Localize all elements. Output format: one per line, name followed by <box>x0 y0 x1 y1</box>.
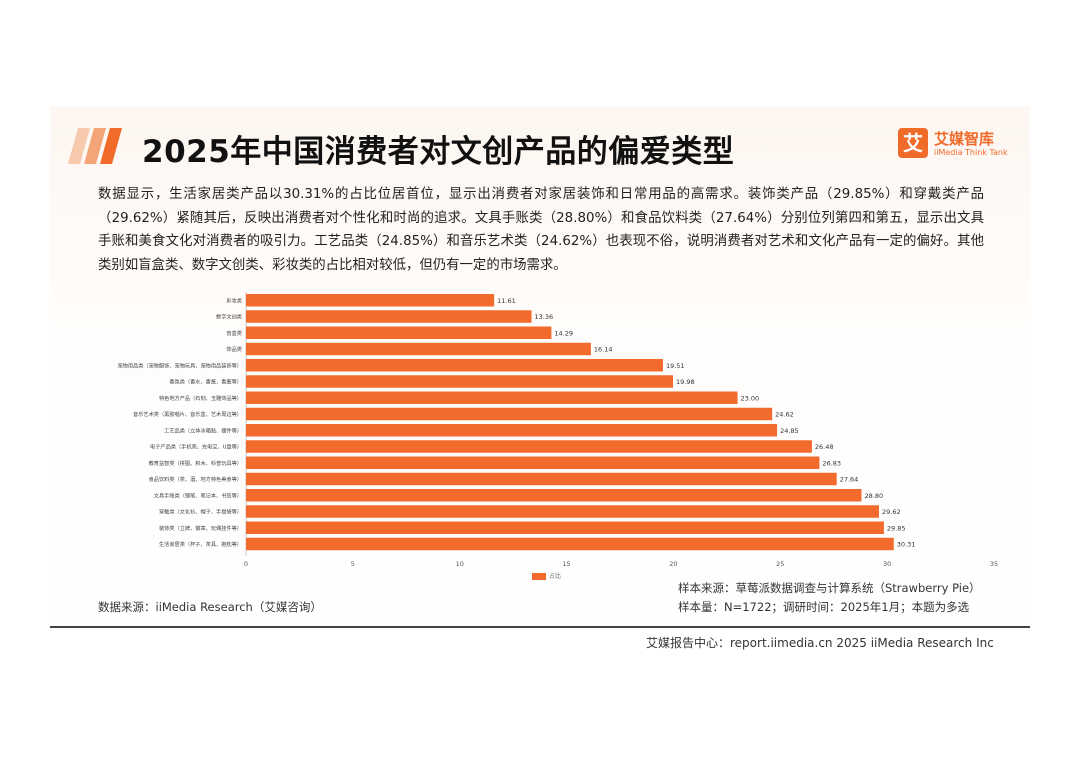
bar <box>246 440 812 453</box>
bar <box>246 310 532 323</box>
bar <box>246 326 552 339</box>
value-label: 23.00 <box>741 394 760 402</box>
category-label: 香氛类（香水、香薰、香薰等） <box>169 378 242 386</box>
value-label: 13.36 <box>535 313 554 321</box>
legend-swatch <box>532 573 546 580</box>
bar <box>246 407 773 421</box>
x-tick-label: 0 <box>244 560 248 568</box>
x-tick-label: 25 <box>776 560 784 568</box>
title-slash-icon <box>68 128 122 164</box>
value-label: 11.61 <box>497 297 516 305</box>
category-label: 特色地方产品（石刻、玉雕饰品等） <box>159 394 242 402</box>
data-source: 数据来源：iiMedia Research（艾媒咨询） <box>98 600 322 614</box>
bar <box>246 472 837 486</box>
value-label: 14.29 <box>554 329 573 337</box>
x-tick-label: 10 <box>456 560 464 568</box>
bar <box>246 489 862 502</box>
footer-divider <box>50 626 1030 628</box>
bar <box>246 391 738 404</box>
category-label: 饰品类 <box>226 345 242 353</box>
category-label: 数字文创类 <box>216 313 242 321</box>
logo-mark-icon: 艾 <box>898 128 928 158</box>
category-label: 穿戴类（文化衫、帽子、手提袋等） <box>159 508 242 516</box>
x-tick-label: 20 <box>669 560 677 568</box>
value-label: 26.48 <box>815 443 834 451</box>
sample-source: 样本来源：草莓派数据调查与计算系统（Strawberry Pie） <box>678 581 981 595</box>
category-label: 教育益智类（拼图、积木、科普玩具等） <box>149 459 242 467</box>
value-label: 24.85 <box>780 427 799 435</box>
value-label: 28.80 <box>864 492 883 500</box>
category-label: 工艺品类（立体冰箱贴、摆件等） <box>164 426 242 434</box>
value-label: 16.14 <box>594 346 613 354</box>
value-label: 29.62 <box>882 508 901 516</box>
bar <box>246 521 884 534</box>
category-label: 彩妆类 <box>226 296 242 304</box>
category-label: 宠物用品类（宠物服饰、宠物玩具、宠物用品装饰等） <box>117 361 242 369</box>
value-label: 24.62 <box>775 411 794 419</box>
x-tick-label: 35 <box>990 560 998 568</box>
bar <box>246 505 880 518</box>
bar <box>246 424 778 437</box>
category-label: 装饰类（立牌、徽章、玩偶挂件等） <box>159 524 242 532</box>
category-label: 音乐艺术类（黑胶唱片、音乐盒、艺术周边等） <box>133 410 242 418</box>
x-tick-label: 30 <box>883 560 891 568</box>
bar <box>246 537 894 551</box>
category-label: 生活家居类（杯子、茶具、抱枕等） <box>159 540 242 548</box>
x-tick-label: 5 <box>351 560 355 568</box>
category-label: 盲盒类 <box>226 329 242 337</box>
category-label: 文具手账类（钢笔、笔记本、书签等） <box>154 491 242 499</box>
sample-info: 样本量：N=1722；调研时间：2025年1月；本题为多选 <box>678 600 970 614</box>
logo-name-en: iiMedia Think Tank <box>934 148 1008 157</box>
value-label: 30.31 <box>897 541 916 549</box>
brand-logo: 艾 艾媒智库 iiMedia Think Tank <box>898 128 1008 162</box>
logo-name-cn: 艾媒智库 <box>934 130 995 148</box>
value-label: 26.83 <box>822 459 841 467</box>
category-label: 电子产品类（手机壳、充电宝、U盘等） <box>150 443 242 451</box>
bar <box>246 375 674 388</box>
description-paragraph: 数据显示，生活家居类产品以30.31%的占比位居首位，显示出消费者对家居装饰和日… <box>98 187 984 273</box>
bar <box>246 359 663 372</box>
page-title: 2025年中国消费者对文创产品的偏爱类型 <box>142 134 735 170</box>
category-label: 食品饮料类（茶、酒、地方特色美食等） <box>149 475 242 483</box>
bar <box>246 456 820 469</box>
bar <box>246 294 495 307</box>
value-label: 19.98 <box>676 378 695 386</box>
legend-label: 占比 <box>549 573 562 580</box>
x-tick-label: 15 <box>562 560 570 568</box>
value-label: 27.64 <box>840 476 859 484</box>
value-label: 19.51 <box>666 362 685 370</box>
bar <box>246 342 591 356</box>
value-label: 29.85 <box>887 524 906 532</box>
footer-text: 艾媒报告中心：report.iimedia.cn 2025 iiMedia Re… <box>646 636 994 650</box>
